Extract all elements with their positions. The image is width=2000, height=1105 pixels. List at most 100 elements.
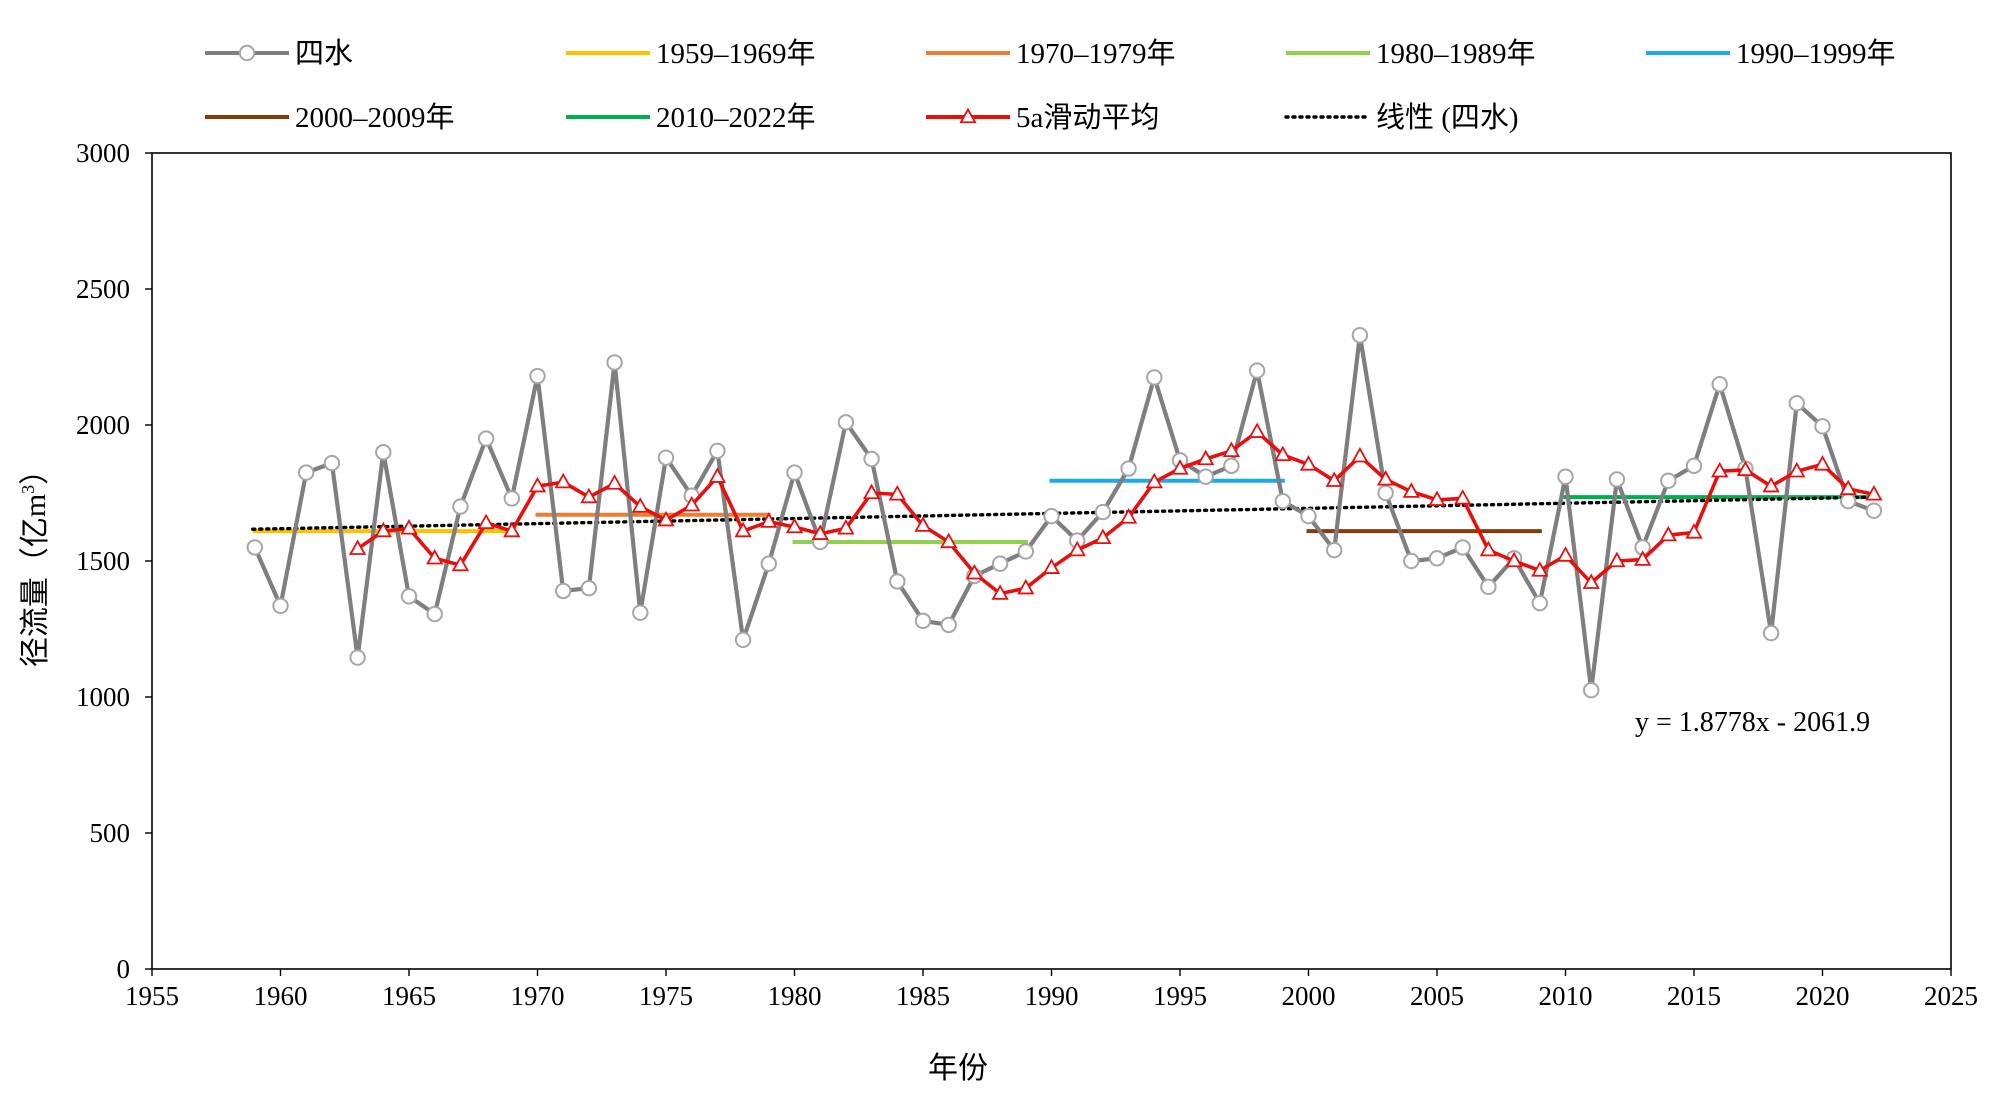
runoff-point bbox=[1377, 484, 1394, 502]
moving-average-point bbox=[1248, 422, 1266, 438]
runoff-point bbox=[1865, 502, 1883, 519]
runoff-point bbox=[889, 573, 906, 590]
runoff-point bbox=[1197, 468, 1214, 485]
legend-label: 1980–1989年 bbox=[1376, 37, 1536, 70]
moving-average-point bbox=[528, 476, 547, 493]
moving-average-point bbox=[554, 472, 572, 489]
runoff-point bbox=[914, 612, 932, 630]
moving-average-point bbox=[1505, 551, 1523, 568]
runoff-point bbox=[503, 490, 520, 507]
moving-average-point bbox=[1274, 445, 1292, 462]
runoff-point bbox=[426, 605, 443, 623]
x-tick-label: 1980 bbox=[768, 981, 822, 1011]
x-tick-label: 2015 bbox=[1667, 981, 1721, 1011]
x-tick-label: 1975 bbox=[639, 981, 693, 1011]
moving-average-point bbox=[1094, 528, 1112, 545]
legend-item: 1970–1979年 bbox=[926, 37, 1176, 70]
runoff-point bbox=[1326, 541, 1343, 559]
legend-label: 1970–1979年 bbox=[1016, 37, 1176, 70]
moving-average-point bbox=[991, 584, 1009, 600]
moving-average-point bbox=[1633, 550, 1652, 566]
runoff-point bbox=[1094, 503, 1112, 521]
legend-item: 2010–2022年 bbox=[566, 101, 816, 134]
runoff-point bbox=[1146, 369, 1163, 386]
moving-average-point bbox=[400, 519, 418, 535]
linear-trendline bbox=[251, 495, 1878, 531]
runoff-point bbox=[1583, 682, 1600, 699]
x-tick-label: 2010 bbox=[1539, 981, 1593, 1011]
moving-average-point bbox=[862, 483, 881, 500]
legend-label: 2010–2022年 bbox=[656, 101, 816, 134]
x-tick-label: 2000 bbox=[1282, 981, 1336, 1011]
runoff-point bbox=[940, 616, 957, 634]
x-tick-label: 1995 bbox=[1153, 981, 1207, 1011]
runoff-point bbox=[452, 498, 469, 515]
runoff-point bbox=[1428, 550, 1446, 567]
runoff-point bbox=[1788, 395, 1806, 412]
runoff-point bbox=[734, 631, 752, 649]
runoff-point bbox=[1351, 327, 1369, 344]
y-axis-ticks: 0 500 1000 1500 2000 2500 3000 bbox=[76, 138, 152, 984]
runoff-point bbox=[1480, 578, 1497, 596]
runoff-point bbox=[837, 414, 855, 431]
moving-average-point bbox=[348, 539, 367, 555]
moving-average-point bbox=[1762, 476, 1780, 493]
runoff-point bbox=[349, 649, 366, 666]
legend-marker-triangle bbox=[959, 107, 977, 124]
x-tick-label: 1960 bbox=[254, 981, 308, 1011]
period-mean-lines bbox=[252, 478, 1876, 544]
moving-average-point bbox=[734, 521, 752, 538]
moving-average-point bbox=[426, 548, 444, 565]
x-tick-label: 1965 bbox=[382, 981, 436, 1011]
y-axis-title-sup: 3 bbox=[18, 485, 38, 494]
moving-average-point bbox=[1736, 460, 1755, 477]
legend-label: 线性 (四水) bbox=[1376, 101, 1519, 134]
y-axis-title-close: ） bbox=[19, 455, 52, 485]
moving-average-point bbox=[1017, 578, 1035, 595]
runoff-point bbox=[786, 464, 803, 481]
x-tick-label: 1970 bbox=[511, 981, 565, 1011]
moving-average-point bbox=[683, 495, 701, 512]
moving-average-point bbox=[1685, 523, 1703, 539]
moving-average-point bbox=[1865, 485, 1883, 501]
runoff-point bbox=[298, 464, 315, 481]
runoff-point bbox=[1248, 362, 1266, 379]
moving-average-point bbox=[760, 512, 778, 528]
moving-average-point bbox=[1813, 455, 1832, 471]
runoff-point bbox=[1300, 507, 1317, 525]
moving-average-point bbox=[503, 521, 521, 538]
runoff-point bbox=[400, 588, 418, 605]
y-tick-label: 1500 bbox=[76, 546, 130, 576]
x-tick-label: 2020 bbox=[1796, 981, 1850, 1011]
x-axis-ticks: 1955 1960 1965 1970 1975 1980 1985 1990 1995 2000… bbox=[125, 969, 1978, 1011]
moving-average-point bbox=[1402, 482, 1420, 498]
runoff-point bbox=[375, 444, 392, 461]
moving-average-point bbox=[1299, 455, 1318, 471]
x-tick-label: 1990 bbox=[1025, 981, 1079, 1011]
runoff-point bbox=[529, 367, 546, 385]
moving-average-point bbox=[1556, 546, 1575, 562]
moving-average-point bbox=[785, 517, 804, 534]
x-axis-title: 年份 bbox=[928, 1052, 988, 1085]
legend-item: 1980–1989年 bbox=[1286, 37, 1536, 70]
moving-average-point bbox=[1351, 446, 1369, 463]
moving-average-point bbox=[1325, 471, 1343, 487]
moving-average-point bbox=[605, 474, 624, 490]
runoff-point bbox=[1274, 492, 1292, 510]
legend-item: 线性 (四水) bbox=[1284, 101, 1519, 134]
moving-average-point bbox=[1454, 489, 1472, 505]
moving-average-point bbox=[631, 497, 649, 513]
x-tick-label: 2025 bbox=[1924, 981, 1978, 1011]
moving-average-point bbox=[1145, 472, 1163, 489]
moving-average-point bbox=[1376, 470, 1395, 486]
runoff-point bbox=[1043, 507, 1060, 525]
moving-average-point bbox=[811, 524, 829, 540]
runoff-point bbox=[477, 430, 495, 447]
runoff-point bbox=[657, 449, 675, 466]
legend-label: 1990–1999年 bbox=[1736, 37, 1896, 70]
runoff-point bbox=[1557, 468, 1574, 485]
y-tick-label: 0 bbox=[117, 954, 131, 984]
x-tick-label: 2005 bbox=[1410, 981, 1464, 1011]
moving-average-point bbox=[708, 467, 727, 483]
